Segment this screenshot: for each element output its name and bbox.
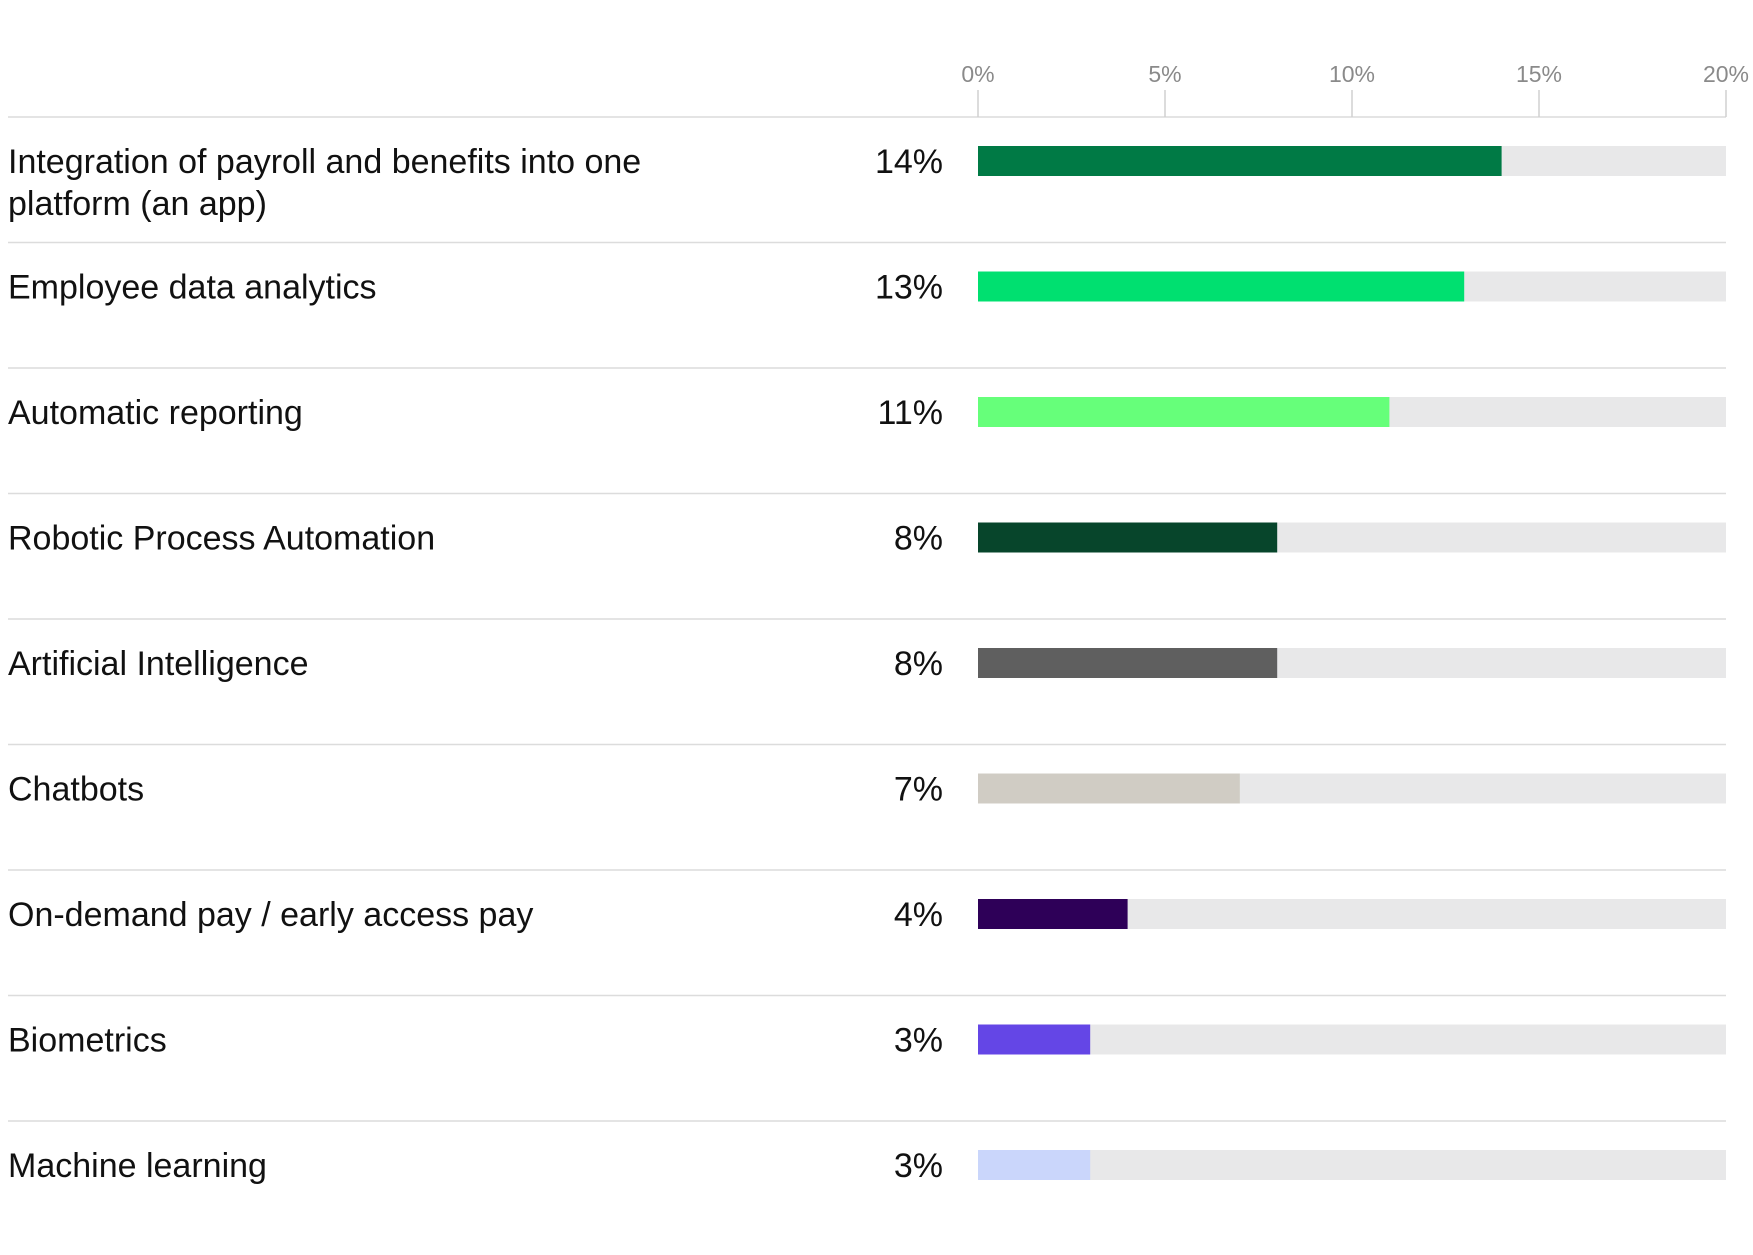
data-label: 14% [875, 143, 943, 181]
bar [978, 773, 1240, 804]
tick-label: 0% [961, 61, 994, 87]
category-label: On-demand pay / early access pay [8, 896, 533, 934]
bar-track [978, 1150, 1726, 1180]
bar [978, 1024, 1091, 1055]
bar [978, 522, 1278, 553]
bar [978, 648, 1278, 678]
data-label: 4% [894, 896, 943, 934]
category-label: Integration of payroll and benefits into… [8, 143, 641, 223]
chart-row: Artificial Intelligence 8% [8, 645, 1726, 746]
category-label: Employee data analytics [8, 269, 377, 307]
category-label-line: Biometrics [8, 1022, 167, 1060]
bar-track [978, 1024, 1726, 1055]
data-label: 11% [877, 394, 943, 432]
category-label-line: Artificial Intelligence [8, 645, 308, 683]
tick-label: 15% [1516, 61, 1562, 87]
category-label: Biometrics [8, 1022, 167, 1060]
category-label-line: Integration of payroll and benefits into… [8, 143, 641, 181]
category-label: Automatic reporting [8, 394, 303, 432]
category-label-line: Chatbots [8, 771, 144, 809]
category-label-line: Machine learning [8, 1147, 267, 1185]
bar [978, 146, 1502, 176]
bar [978, 899, 1128, 929]
chart-rows: Integration of payroll and benefits into… [8, 143, 1726, 1185]
category-label: Robotic Process Automation [8, 520, 435, 558]
x-axis: 0% 5% 10% 15% 20% [8, 61, 1749, 118]
chart-row: Robotic Process Automation 8% [8, 520, 1726, 620]
category-label-line: Robotic Process Automation [8, 520, 435, 558]
chart-row: Machine learning 3% [8, 1147, 1726, 1185]
tick-label: 5% [1148, 61, 1181, 87]
category-label-line: Automatic reporting [8, 394, 303, 432]
chart-row: Integration of payroll and benefits into… [8, 143, 1726, 244]
tick-label: 20% [1703, 61, 1749, 87]
chart-row: Automatic reporting 11% [8, 394, 1726, 495]
chart-row: Employee data analytics 13% [8, 269, 1726, 369]
category-label: Machine learning [8, 1147, 267, 1185]
category-label: Chatbots [8, 771, 144, 809]
data-label: 7% [894, 771, 943, 809]
data-label: 3% [894, 1147, 943, 1185]
category-label-line: platform (an app) [8, 185, 267, 223]
bar [978, 397, 1390, 427]
chart-row: On-demand pay / early access pay 4% [8, 896, 1726, 997]
category-label-line: Employee data analytics [8, 269, 377, 307]
data-label: 3% [894, 1022, 943, 1060]
data-label: 13% [875, 269, 943, 307]
bar [978, 1150, 1091, 1180]
bar [978, 271, 1465, 302]
data-label: 8% [894, 520, 943, 558]
chart-row: Chatbots 7% [8, 771, 1726, 871]
category-label-line: On-demand pay / early access pay [8, 896, 533, 934]
chart-row: Biometrics 3% [8, 1022, 1726, 1122]
tick-label: 10% [1329, 61, 1375, 87]
category-label: Artificial Intelligence [8, 645, 308, 683]
data-label: 8% [894, 645, 943, 683]
